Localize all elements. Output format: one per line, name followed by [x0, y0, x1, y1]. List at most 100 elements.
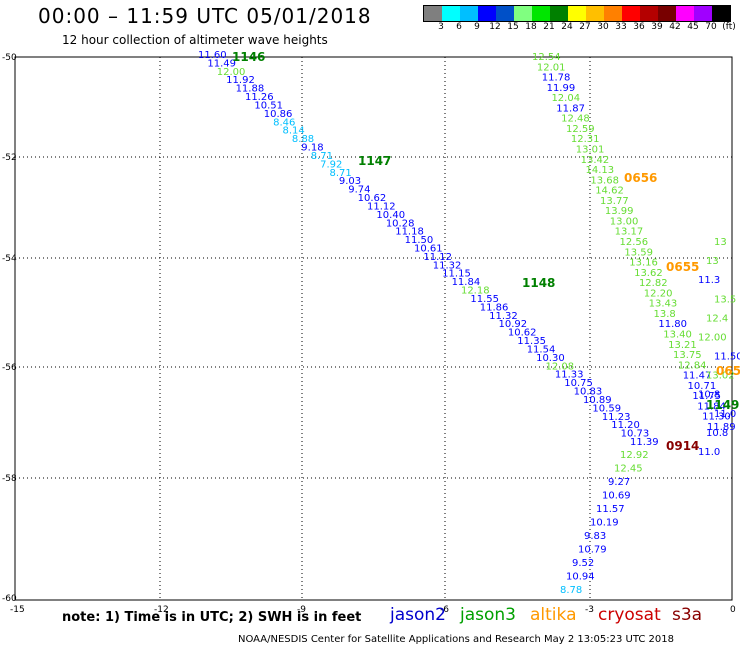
swh-value: 11.32 — [433, 260, 462, 271]
swh-value: 11.32 — [489, 311, 518, 322]
color-scale-label: 42 — [669, 22, 681, 32]
color-swatch — [622, 6, 640, 21]
lat-tick-label: -56 — [2, 363, 17, 373]
pass-time-label: 065 — [716, 364, 740, 378]
page-title: 00:00 – 11:59 UTC 05/01/2018 — [38, 4, 372, 28]
lat-tick-label: -52 — [2, 153, 17, 163]
swh-value: 10.79 — [578, 545, 607, 556]
swh-value: 13 — [714, 237, 727, 248]
swh-value: 12.01 — [537, 62, 566, 73]
page-subtitle: 12 hour collection of altimeter wave hei… — [62, 33, 328, 47]
map-frame — [14, 56, 733, 601]
swh-value: 13.02 — [706, 371, 735, 382]
swh-value: 11.84 — [452, 277, 481, 288]
swh-value: 13.75 — [673, 350, 702, 361]
swh-value: 13.68 — [590, 175, 619, 186]
swh-value: 12.4 — [706, 313, 728, 324]
note-text: note: 1) Time is in UTC; 2) SWH is in fe… — [62, 610, 362, 625]
color-swatch — [496, 6, 514, 21]
color-scale-label: 45 — [687, 22, 699, 32]
pass-time-label: 1146 — [232, 50, 265, 64]
color-scale-label: 39 — [651, 22, 663, 32]
swh-value: 8.71 — [311, 151, 333, 162]
color-swatch — [568, 6, 586, 21]
lon-tick-label: 0 — [730, 605, 736, 615]
lon-tick-label: -6 — [440, 605, 449, 615]
lat-tick-label: -58 — [2, 474, 17, 484]
swh-value: 12.20 — [644, 288, 673, 299]
color-scale-label: 3 — [438, 22, 444, 32]
color-swatch — [640, 6, 658, 21]
swh-value: 10.75 — [564, 378, 593, 389]
swh-value: 11.78 — [542, 73, 571, 84]
legend-jason2-label: jason2 — [390, 605, 446, 625]
swh-value: 13.16 — [629, 258, 658, 269]
swh-value: 10.59 — [592, 403, 621, 414]
color-swatch — [712, 6, 730, 21]
swh-value: 13.40 — [663, 330, 692, 341]
lon-tick-label: -9 — [297, 605, 306, 615]
swh-value: 13.01 — [576, 145, 605, 156]
swh-value: 12.82 — [639, 278, 668, 289]
swh-value: 8.71 — [329, 168, 351, 179]
color-scale-labels: 3 6 9 12 15 18 21 24 27 30 33 36 39 42 45 70 (ft) — [423, 22, 740, 34]
swh-value: 13.00 — [610, 216, 639, 227]
swh-value: 11.86 — [480, 302, 509, 313]
swh-value: 12.54 — [532, 52, 561, 63]
swh-value: 9.83 — [584, 531, 606, 542]
swh-value: 12.00 — [698, 332, 727, 343]
swh-value: 11.87 — [556, 103, 585, 114]
legend-cryosat-label: cryosat — [598, 605, 661, 625]
color-scale-bar — [423, 5, 731, 22]
swh-value: 10.40 — [376, 210, 405, 221]
swh-value: 9.27 — [608, 477, 630, 488]
swh-value: 11.84 — [697, 401, 726, 412]
swh-value: 11.57 — [596, 504, 625, 515]
color-swatch — [658, 6, 676, 21]
color-swatch — [586, 6, 604, 21]
swh-value: 11.30 — [702, 412, 731, 423]
swh-value: 7.92 — [320, 159, 342, 170]
pass-time-label: 1147 — [358, 154, 391, 168]
color-scale-label: 24 — [561, 22, 573, 32]
swh-value: 13.42 — [581, 155, 610, 166]
swh-value: 10.86 — [264, 109, 293, 120]
color-scale-label: 21 — [543, 22, 555, 32]
color-scale-label: 30 — [597, 22, 609, 32]
color-swatch — [676, 6, 694, 21]
color-swatch — [550, 6, 568, 21]
color-swatch — [460, 6, 478, 21]
swh-value: 12.18 — [461, 286, 490, 297]
swh-value: 13.59 — [624, 247, 653, 258]
legend-jason3: jason3 — [460, 605, 516, 625]
color-swatch — [694, 6, 712, 21]
swh-value: 10.51 — [254, 100, 283, 111]
swh-value: 11.0 — [698, 447, 720, 458]
legend-s3a: s3a — [672, 605, 702, 625]
swh-value: 11.99 — [547, 83, 576, 94]
pass-time-label: 0655 — [666, 260, 699, 274]
swh-value: 11.15 — [442, 269, 471, 280]
swh-value: 11.12 — [367, 201, 396, 212]
swh-value: 12.31 — [571, 134, 600, 145]
lon-tick-label: -15 — [10, 605, 25, 615]
swh-value: 10.61 — [414, 244, 443, 255]
swh-value: 14.13 — [585, 165, 614, 176]
swh-value: 10.92 — [499, 319, 528, 330]
swh-value: 11.50 — [405, 235, 434, 246]
swh-value: 11.26 — [245, 92, 274, 103]
swh-value: 11.23 — [602, 412, 631, 423]
swh-value: 10.30 — [536, 353, 565, 364]
color-scale-label: 6 — [456, 22, 462, 32]
swh-value: 13 — [706, 256, 719, 267]
lon-tick-label: -3 — [585, 605, 594, 615]
color-scale-label: 12 — [489, 22, 501, 32]
legend-jason2: jason2 — [390, 605, 446, 625]
color-scale-label: 9 — [474, 22, 480, 32]
swh-value: 11.80 — [658, 319, 687, 330]
pass-time-label: 0656 — [624, 171, 657, 185]
swh-value: 12.92 — [620, 450, 649, 461]
pass-time-label: 0914 — [666, 439, 699, 453]
swh-value: 9.74 — [348, 185, 370, 196]
swh-value: 11.88 — [236, 84, 265, 95]
